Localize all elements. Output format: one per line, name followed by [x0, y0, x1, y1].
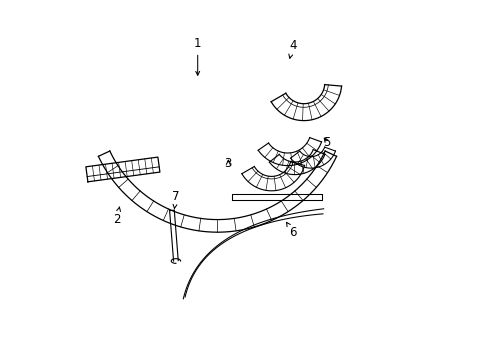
Text: 5: 5 [323, 136, 330, 149]
Text: 1: 1 [194, 37, 201, 75]
Text: 6: 6 [286, 222, 296, 239]
Text: 2: 2 [113, 207, 120, 226]
Text: 7: 7 [172, 190, 180, 208]
Text: 3: 3 [224, 157, 231, 170]
Text: 4: 4 [288, 39, 296, 58]
